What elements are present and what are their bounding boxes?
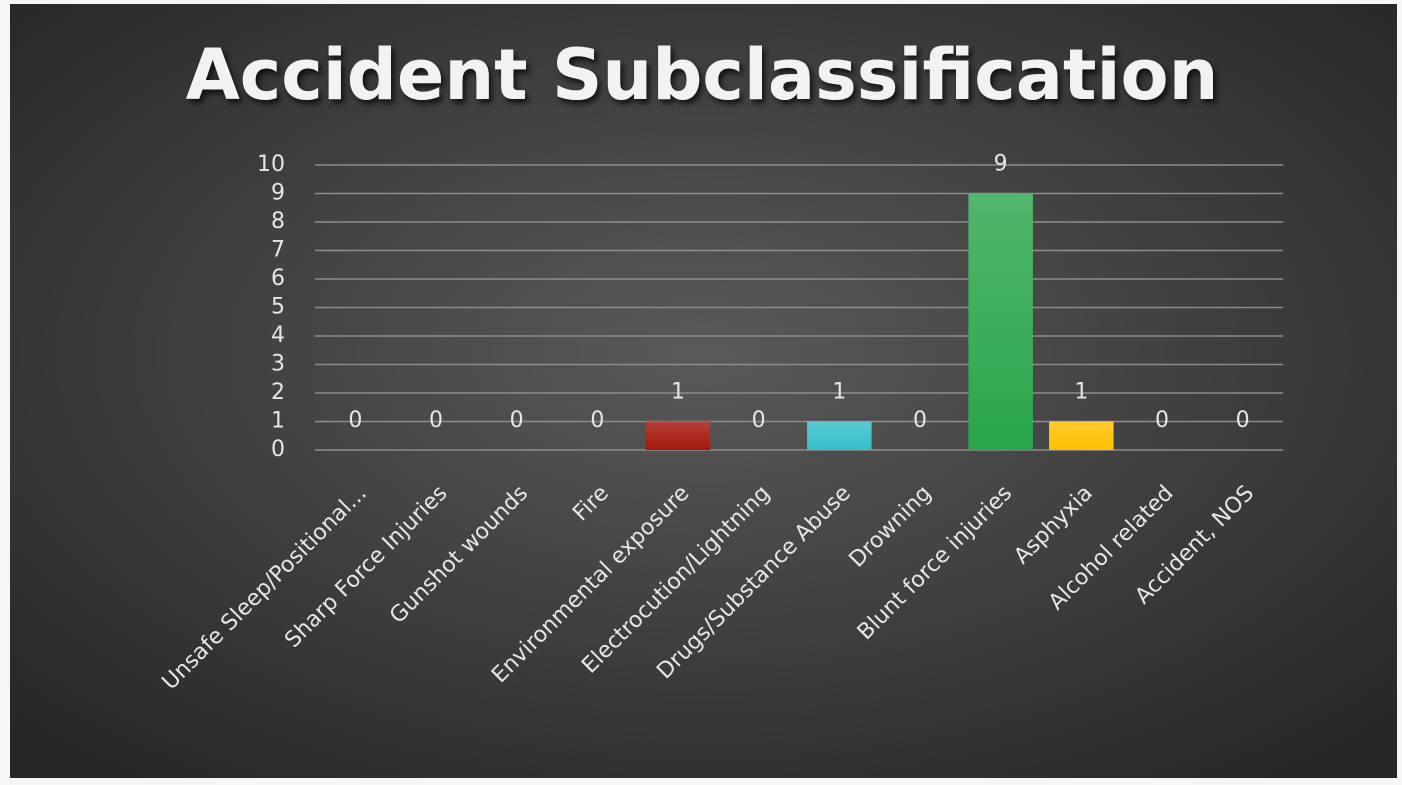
y-tick-label: 4 (271, 323, 285, 348)
data-label: 0 (429, 408, 443, 433)
data-label: 9 (994, 152, 1008, 177)
bar-shine (807, 421, 872, 450)
data-label: 1 (671, 380, 685, 405)
data-label: 0 (348, 408, 362, 433)
data-label: 0 (1155, 408, 1169, 433)
data-label: 0 (590, 408, 604, 433)
data-label: 0 (752, 408, 766, 433)
y-tick-label: 5 (271, 295, 285, 320)
y-tick-label: 6 (271, 266, 285, 291)
bar-shine (968, 193, 1033, 450)
data-label: 1 (1074, 380, 1088, 405)
chart-title: Accident Subclassification (186, 34, 1219, 116)
y-tick-label: 3 (271, 352, 285, 377)
y-tick-label: 2 (271, 380, 285, 405)
y-tick-label: 0 (271, 437, 285, 462)
chart-background (10, 4, 1397, 778)
data-label: 0 (510, 408, 524, 433)
y-tick-label: 9 (271, 181, 285, 206)
bar-shine (645, 421, 711, 450)
y-tick-label: 8 (271, 209, 285, 234)
bar-shine (1049, 421, 1114, 450)
y-tick-label: 7 (271, 238, 285, 263)
y-tick-label: 10 (257, 152, 285, 177)
y-tick-label: 1 (271, 409, 285, 434)
data-label: 1 (832, 380, 846, 405)
data-label: 0 (913, 408, 927, 433)
data-label: 0 (1236, 408, 1250, 433)
